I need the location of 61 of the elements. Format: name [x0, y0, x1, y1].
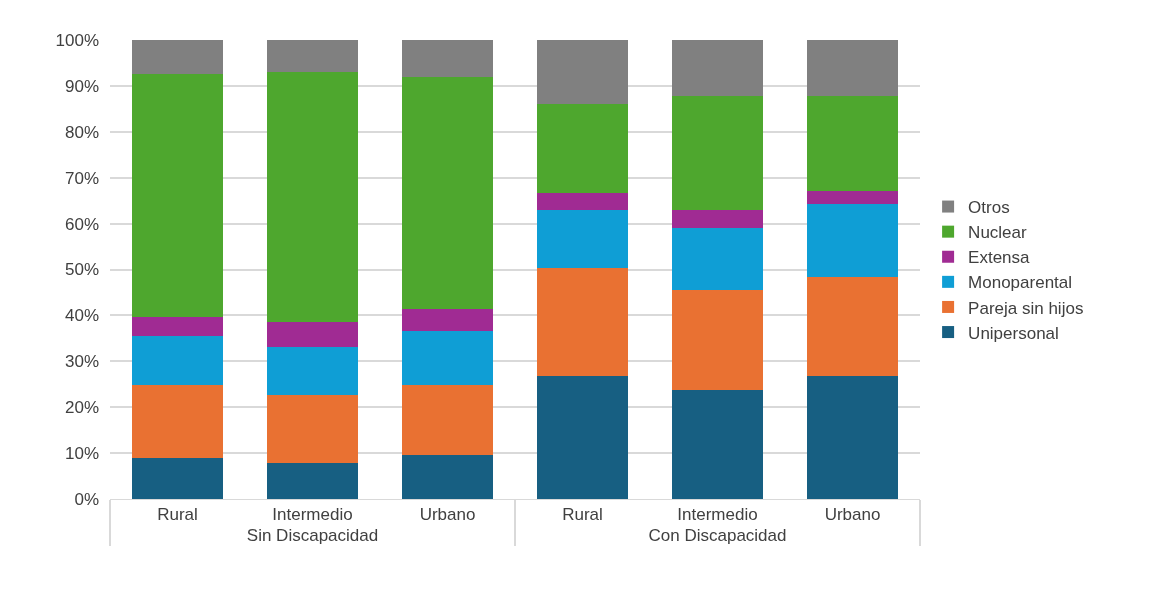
bar	[266, 462, 359, 499]
bar	[536, 376, 629, 499]
y-tick-label: 90%	[64, 76, 99, 96]
legend-label: Nuclear	[968, 223, 1028, 243]
bar	[401, 40, 494, 77]
bar	[806, 40, 899, 96]
bar	[671, 390, 764, 499]
y-tick-label: 30%	[64, 352, 99, 372]
text: Sin Discapacidad	[246, 526, 379, 546]
bar	[131, 336, 224, 385]
bar	[266, 322, 359, 348]
x-tick-label: Rural	[157, 505, 198, 525]
bar	[131, 40, 224, 74]
bar	[536, 268, 629, 377]
bar	[536, 192, 629, 210]
bar	[401, 331, 494, 385]
bar	[401, 76, 494, 309]
legend-label: Pareja sin hijos	[968, 298, 1084, 318]
bar	[806, 203, 899, 277]
bar	[131, 73, 224, 318]
text: Con Discapacidad	[648, 526, 787, 546]
bar	[401, 455, 494, 499]
bar	[266, 395, 359, 463]
legend-label: Otros	[968, 198, 1010, 218]
y-tick-label: 70%	[64, 168, 99, 188]
y-tick-label: 50%	[64, 260, 99, 280]
bar	[266, 40, 359, 72]
x-tick-label: Urbano	[419, 505, 476, 525]
bar	[401, 384, 494, 456]
x-tick-label: Intermedio	[272, 505, 353, 525]
bar	[401, 308, 494, 332]
y-tick-label: 10%	[64, 444, 99, 464]
bar	[131, 384, 224, 458]
y-tick-label: 80%	[64, 122, 99, 142]
legend-label: Monoparental	[968, 273, 1073, 293]
legend-label: Extensa	[968, 248, 1031, 268]
bar	[671, 96, 764, 210]
bar	[266, 71, 359, 323]
legend-label: Unipersonal	[968, 323, 1059, 343]
y-tick-label: 0%	[74, 489, 99, 509]
bar	[806, 276, 899, 377]
bar	[671, 290, 764, 391]
y-tick-label: 20%	[64, 398, 99, 418]
bar	[536, 209, 629, 269]
bar	[671, 227, 764, 291]
bar	[806, 376, 899, 499]
bar	[671, 40, 764, 96]
bar	[131, 457, 224, 499]
x-tick-label: Rural	[562, 505, 603, 525]
bar	[671, 209, 764, 228]
y-tick-label: 40%	[64, 306, 99, 326]
y-tick-label: 100%	[55, 30, 99, 50]
bar	[536, 104, 629, 193]
y-tick-label: 60%	[64, 214, 99, 234]
x-tick-label: Intermedio	[677, 505, 758, 525]
bar	[806, 96, 899, 191]
bar	[131, 317, 224, 337]
bar	[266, 347, 359, 396]
bar	[536, 40, 629, 105]
bar	[806, 190, 899, 204]
x-tick-label: Urbano	[824, 505, 881, 525]
